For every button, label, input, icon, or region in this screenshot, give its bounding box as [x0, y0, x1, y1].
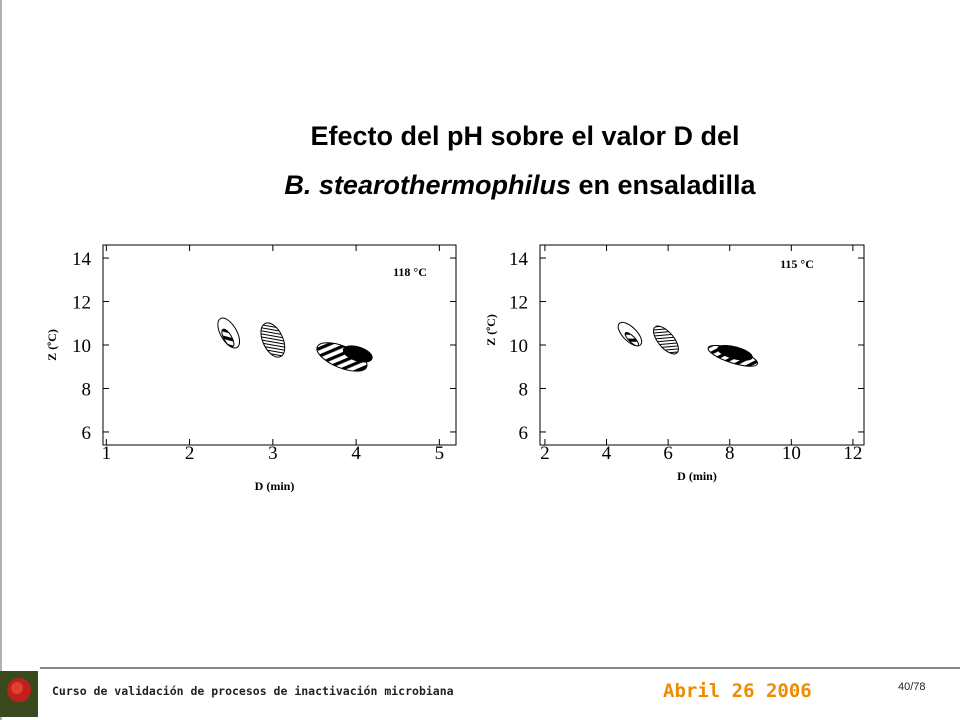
- x-tick-label: 1: [102, 443, 112, 464]
- page-number: 40/78: [898, 681, 926, 693]
- y-tick-label: 8: [519, 379, 529, 400]
- footer-course: Curso de validación de procesos de inact…: [52, 684, 454, 698]
- y-tick-label: 14: [509, 249, 529, 270]
- x-tick-label: 2: [540, 443, 550, 464]
- x-tick-label: 8: [725, 443, 735, 464]
- x-axis-label: D (min): [677, 469, 717, 483]
- x-tick-label: 10: [782, 443, 801, 464]
- title-line-2: B. stearothermophilus en ensaladilla: [284, 170, 756, 200]
- confidence-ellipse: [717, 345, 753, 361]
- y-axis-label: Z (ºC): [484, 314, 498, 346]
- footer-date: Abril 26 2006: [663, 680, 812, 702]
- plot-frame: [539, 244, 865, 446]
- y-tick-label: 12: [509, 293, 528, 314]
- y-tick-label: 10: [72, 336, 91, 357]
- x-tick-label: 6: [663, 443, 673, 464]
- x-tick-label: 4: [351, 443, 361, 464]
- x-tick-label: 12: [843, 443, 862, 464]
- title-rest: en ensaladilla: [571, 170, 757, 200]
- y-tick-label: 6: [82, 423, 92, 444]
- confidence-ellipse: [624, 331, 639, 347]
- y-axis-label: Z (ºC): [45, 329, 59, 361]
- annotation: 115 °C: [780, 257, 814, 271]
- confidence-ellipse: [221, 328, 235, 348]
- x-tick-label: 5: [435, 443, 445, 464]
- species: B. stearothermophilus: [284, 170, 571, 200]
- y-tick-label: 10: [509, 336, 528, 357]
- rose-logo: [0, 671, 38, 717]
- annotation: 118 °C: [393, 265, 427, 279]
- title-line-1: Efecto del pH sobre el valor D del: [310, 121, 739, 151]
- y-tick-label: 8: [82, 379, 92, 400]
- x-tick-label: 3: [268, 443, 278, 464]
- x-tick-label: 2: [185, 443, 195, 464]
- x-tick-label: 4: [602, 443, 612, 464]
- y-tick-label: 6: [519, 423, 529, 444]
- y-tick-label: 12: [72, 293, 91, 314]
- y-tick-label: 14: [72, 249, 92, 270]
- confidence-ellipse: [260, 322, 286, 358]
- confidence-ellipse: [342, 345, 373, 363]
- x-axis-label: D (min): [255, 479, 295, 493]
- confidence-ellipse: [653, 325, 679, 355]
